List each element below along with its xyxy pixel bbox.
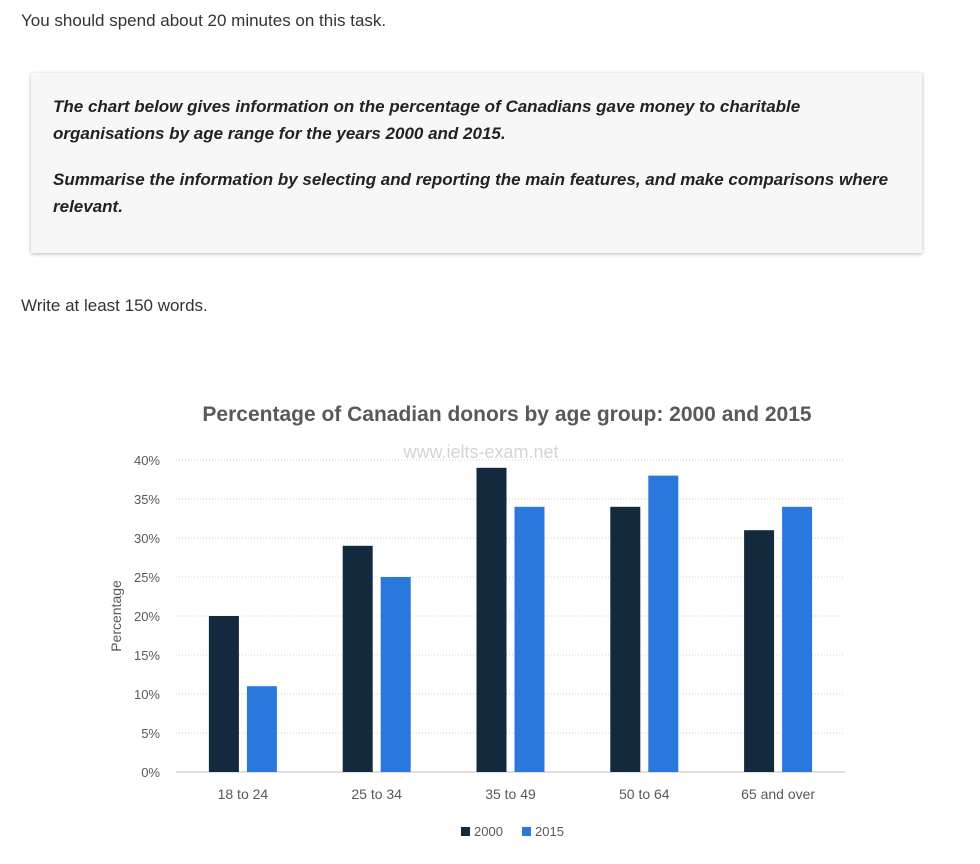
bar-2000 bbox=[744, 530, 775, 772]
legend-label-2000: 2000 bbox=[474, 824, 503, 839]
y-tick-label: 30% bbox=[134, 531, 160, 546]
x-tick-label: 50 to 64 bbox=[619, 786, 670, 802]
bar-2015 bbox=[782, 506, 813, 772]
y-tick-label: 10% bbox=[134, 687, 160, 702]
bar-2000 bbox=[208, 616, 239, 772]
task-prompt-box: The chart below gives information on the… bbox=[31, 73, 922, 253]
watermark-text: www.ielts-exam.net bbox=[402, 442, 558, 462]
legend-swatch-2000 bbox=[461, 827, 470, 836]
x-tick-label: 65 and over bbox=[741, 786, 815, 802]
bar-2000 bbox=[610, 506, 641, 772]
task-time-instruction: You should spend about 20 minutes on thi… bbox=[21, 11, 387, 30]
chart-canvas: Percentage of Canadian donors by age gro… bbox=[108, 403, 845, 839]
task-summary-instruction: Summarise the information by selecting a… bbox=[53, 170, 889, 216]
legend-label-2015: 2015 bbox=[535, 824, 564, 839]
bar-chart: Percentage of Canadian donors by age gro… bbox=[0, 380, 980, 864]
chart-title: Percentage of Canadian donors by age gro… bbox=[202, 403, 811, 426]
x-tick-label: 35 to 49 bbox=[485, 786, 536, 802]
y-tick-label: 0% bbox=[141, 765, 160, 780]
bar-2000 bbox=[342, 545, 373, 772]
x-tick-label: 18 to 24 bbox=[218, 786, 269, 802]
task-description: The chart below gives information on the… bbox=[53, 97, 801, 143]
bar-2015 bbox=[514, 506, 545, 772]
bar-2015 bbox=[380, 577, 411, 772]
bar-2015 bbox=[648, 475, 679, 772]
word-count-instruction: Write at least 150 words. bbox=[21, 296, 208, 315]
bar-2000 bbox=[476, 467, 507, 772]
bar-2015 bbox=[246, 686, 277, 772]
y-tick-label: 25% bbox=[134, 570, 160, 585]
legend-swatch-2015 bbox=[522, 827, 531, 836]
y-tick-label: 5% bbox=[141, 726, 160, 741]
y-tick-label: 35% bbox=[134, 492, 160, 507]
y-tick-label: 40% bbox=[134, 453, 160, 468]
x-tick-label: 25 to 34 bbox=[351, 786, 402, 802]
y-tick-label: 20% bbox=[134, 609, 160, 624]
y-tick-label: 15% bbox=[134, 648, 160, 663]
y-axis-label: Percentage bbox=[108, 580, 124, 652]
